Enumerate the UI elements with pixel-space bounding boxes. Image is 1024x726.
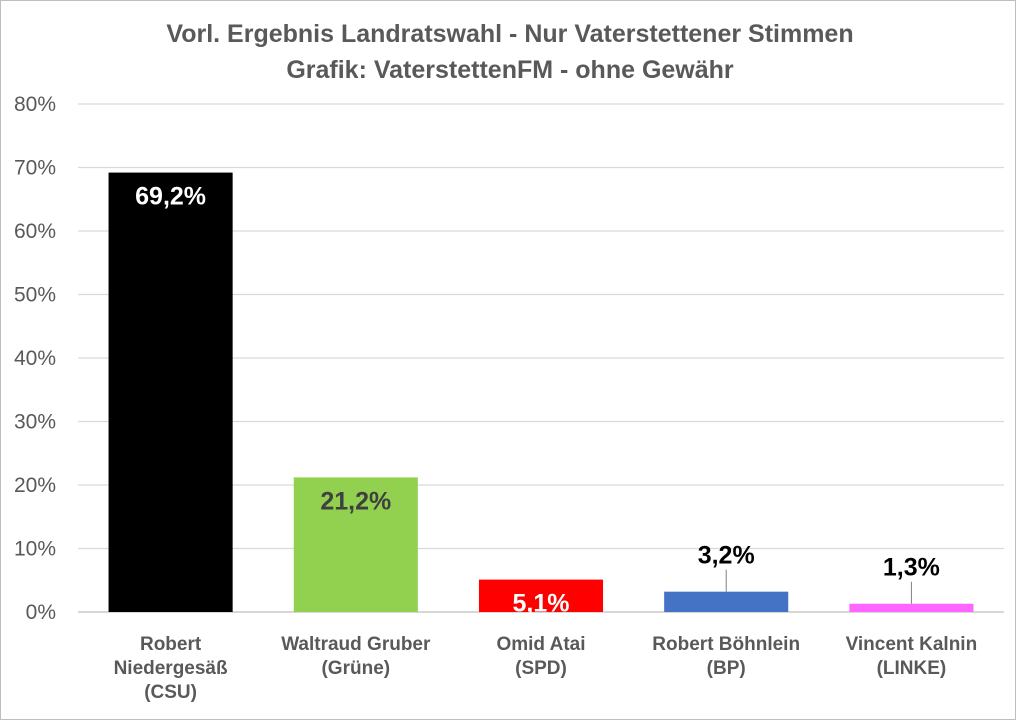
chart-title: Vorl. Ergebnis Landratswahl - Nur Vaters… [166, 20, 853, 48]
category-labels: Robert Niedergesäß (CSU) Waltraud Gruber (Gr… [114, 634, 978, 703]
category-label: Robert Niedergesäß (CSU) [114, 634, 228, 703]
bar [849, 603, 974, 612]
data-label: 69,2% [135, 183, 206, 211]
category-label-line: (Grüne) [321, 658, 390, 679]
bar [478, 579, 604, 612]
data-labels: 69,2% 21,2% 5,1% 3,2% 1,3% [135, 183, 940, 618]
bar [108, 172, 233, 612]
y-tick-label: 80% [14, 93, 56, 116]
bar [293, 477, 418, 612]
y-tick-label: 40% [14, 347, 56, 370]
y-tick-label: 60% [14, 220, 56, 243]
category-label: Omid Atai (SPD) [496, 634, 585, 679]
data-label: 5,1% [513, 590, 570, 618]
y-tick-label: 30% [14, 411, 56, 434]
y-tick-label: 50% [14, 284, 56, 307]
category-label-line: (BP) [707, 658, 746, 679]
y-tick-label: 0% [26, 601, 56, 624]
category-label: Vincent Kalnin (LINKE) [846, 634, 978, 679]
category-label: Robert Böhnlein (BP) [652, 634, 800, 679]
chart-subtitle: Grafik: VaterstettenFM - ohne Gewähr [286, 56, 734, 84]
y-tick-label: 20% [14, 474, 56, 497]
category-label-line: Vincent Kalnin [846, 634, 978, 655]
data-label: 1,3% [883, 554, 940, 582]
category-label: Waltraud Gruber (Grüne) [281, 634, 431, 679]
y-axis-tick-labels: 0% 10% 20% 30% 40% 50% 60% 70% 80% [14, 93, 56, 624]
category-label-line: Robert [140, 634, 202, 655]
category-label-line: (SPD) [515, 658, 567, 679]
data-label: 21,2% [320, 487, 391, 515]
y-tick-label: 10% [14, 538, 56, 561]
category-label-line: Waltraud Gruber [281, 634, 431, 655]
y-tick-label: 70% [14, 157, 56, 180]
category-label-line: Robert Böhnlein [652, 634, 800, 655]
bar [664, 591, 789, 612]
bars [108, 172, 974, 612]
category-label-line: (LINKE) [877, 658, 947, 679]
data-label: 3,2% [698, 542, 755, 570]
category-label-line: (CSU) [144, 682, 197, 703]
category-label-line: Omid Atai [496, 634, 585, 655]
category-label-line: Niedergesäß [114, 658, 228, 679]
